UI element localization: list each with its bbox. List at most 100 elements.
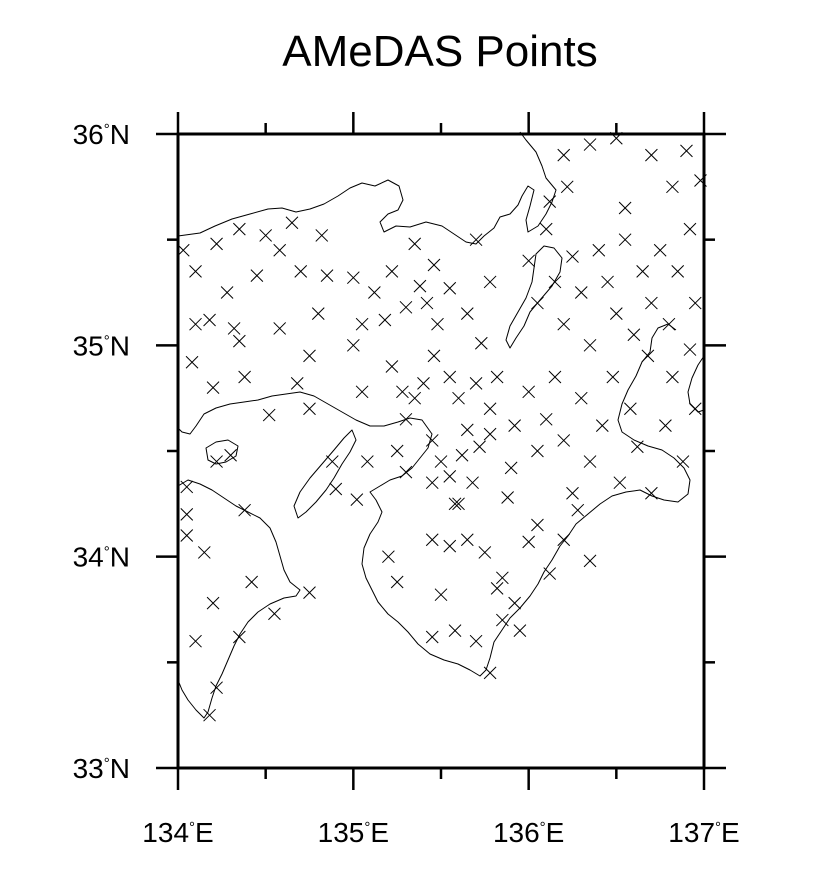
station-marker [666,180,679,194]
axis-ticks [156,112,726,790]
station-marker [522,385,536,399]
station-marker [425,533,439,547]
station-marker [469,233,483,247]
station-marker [574,391,588,405]
station-marker [220,286,234,299]
station-marker [531,296,544,310]
x-tick-label: 136°E [493,817,564,848]
station-marker [180,508,194,521]
station-marker [434,455,448,468]
station-marker [368,286,381,299]
station-marker [595,419,609,432]
station-marker [560,180,574,194]
station-marker [210,681,223,695]
x-tick-label: 137°E [668,817,739,848]
station-marker [606,370,620,384]
station-marker [399,412,413,426]
station-marker [653,243,667,257]
station-marker [189,317,202,331]
station-marker [522,254,536,268]
station-marker [483,402,497,416]
station-marker [268,607,281,621]
station-marker [531,518,544,532]
station-marker [443,539,457,553]
station-marker [408,237,422,251]
station-marker [574,286,588,299]
station-marker [203,708,216,722]
station-marker [294,265,308,278]
station-marker [483,666,497,680]
station-marker [378,313,392,327]
station-marker [452,497,465,511]
station-marker [455,448,469,462]
station-marker [224,448,237,462]
station-marker [303,349,316,363]
station-marker [210,237,223,251]
station-marker [583,554,597,568]
station-marker [627,328,641,342]
station-marker [443,470,457,483]
station-marker [227,322,241,335]
station-marker [189,265,202,278]
station-marker [645,148,658,162]
station-marker [385,265,399,278]
station-marker [385,360,399,373]
station-marker [197,546,211,559]
station-marker [483,427,497,441]
station-marker [420,296,434,310]
station-marker [460,533,474,547]
station-marker [206,596,220,610]
station-marker [180,529,194,542]
station-marker [238,370,251,384]
station-marker [448,624,462,637]
station-marker [399,300,413,314]
station-marker [233,222,246,236]
station-marker [631,440,644,454]
station-marker [285,216,299,230]
station-marker [273,322,287,335]
station-marker [490,582,504,595]
station-marker [583,338,597,352]
station-markers [176,131,707,722]
station-marker [273,243,287,257]
station-marker [676,455,690,468]
x-tick-label: 135°E [318,817,389,848]
x-tick-label: 134°E [142,817,213,848]
station-marker [483,275,497,289]
station-marker [238,503,251,517]
station-marker [618,201,632,215]
station-marker [583,138,597,151]
station-marker [303,586,316,599]
station-marker [233,630,246,644]
station-marker [566,250,579,263]
lake-biwa-outline [505,245,563,349]
station-marker [557,434,571,447]
station-marker [548,370,562,384]
station-marker [624,402,637,416]
station-marker [504,461,518,475]
station-marker [513,624,527,637]
station-marker [399,465,413,479]
station-marker [203,313,216,327]
station-marker [645,486,658,500]
station-marker [473,440,486,454]
station-marker [180,480,194,494]
station-marker [601,275,614,289]
station-marker [636,265,649,278]
station-marker [431,317,444,331]
station-marker [688,402,702,416]
station-marker [539,412,553,426]
station-marker [233,334,246,348]
station-marker [427,349,441,363]
station-marker [583,455,597,468]
station-marker [522,535,536,549]
station-marker [434,588,448,602]
station-marker [460,423,474,437]
station-marker [566,486,579,500]
y-tick-label: 33°N [73,753,130,784]
station-marker [303,402,316,416]
station-marker [557,533,571,547]
station-marker [496,571,509,585]
station-marker [390,444,404,458]
station-marker [571,503,585,517]
